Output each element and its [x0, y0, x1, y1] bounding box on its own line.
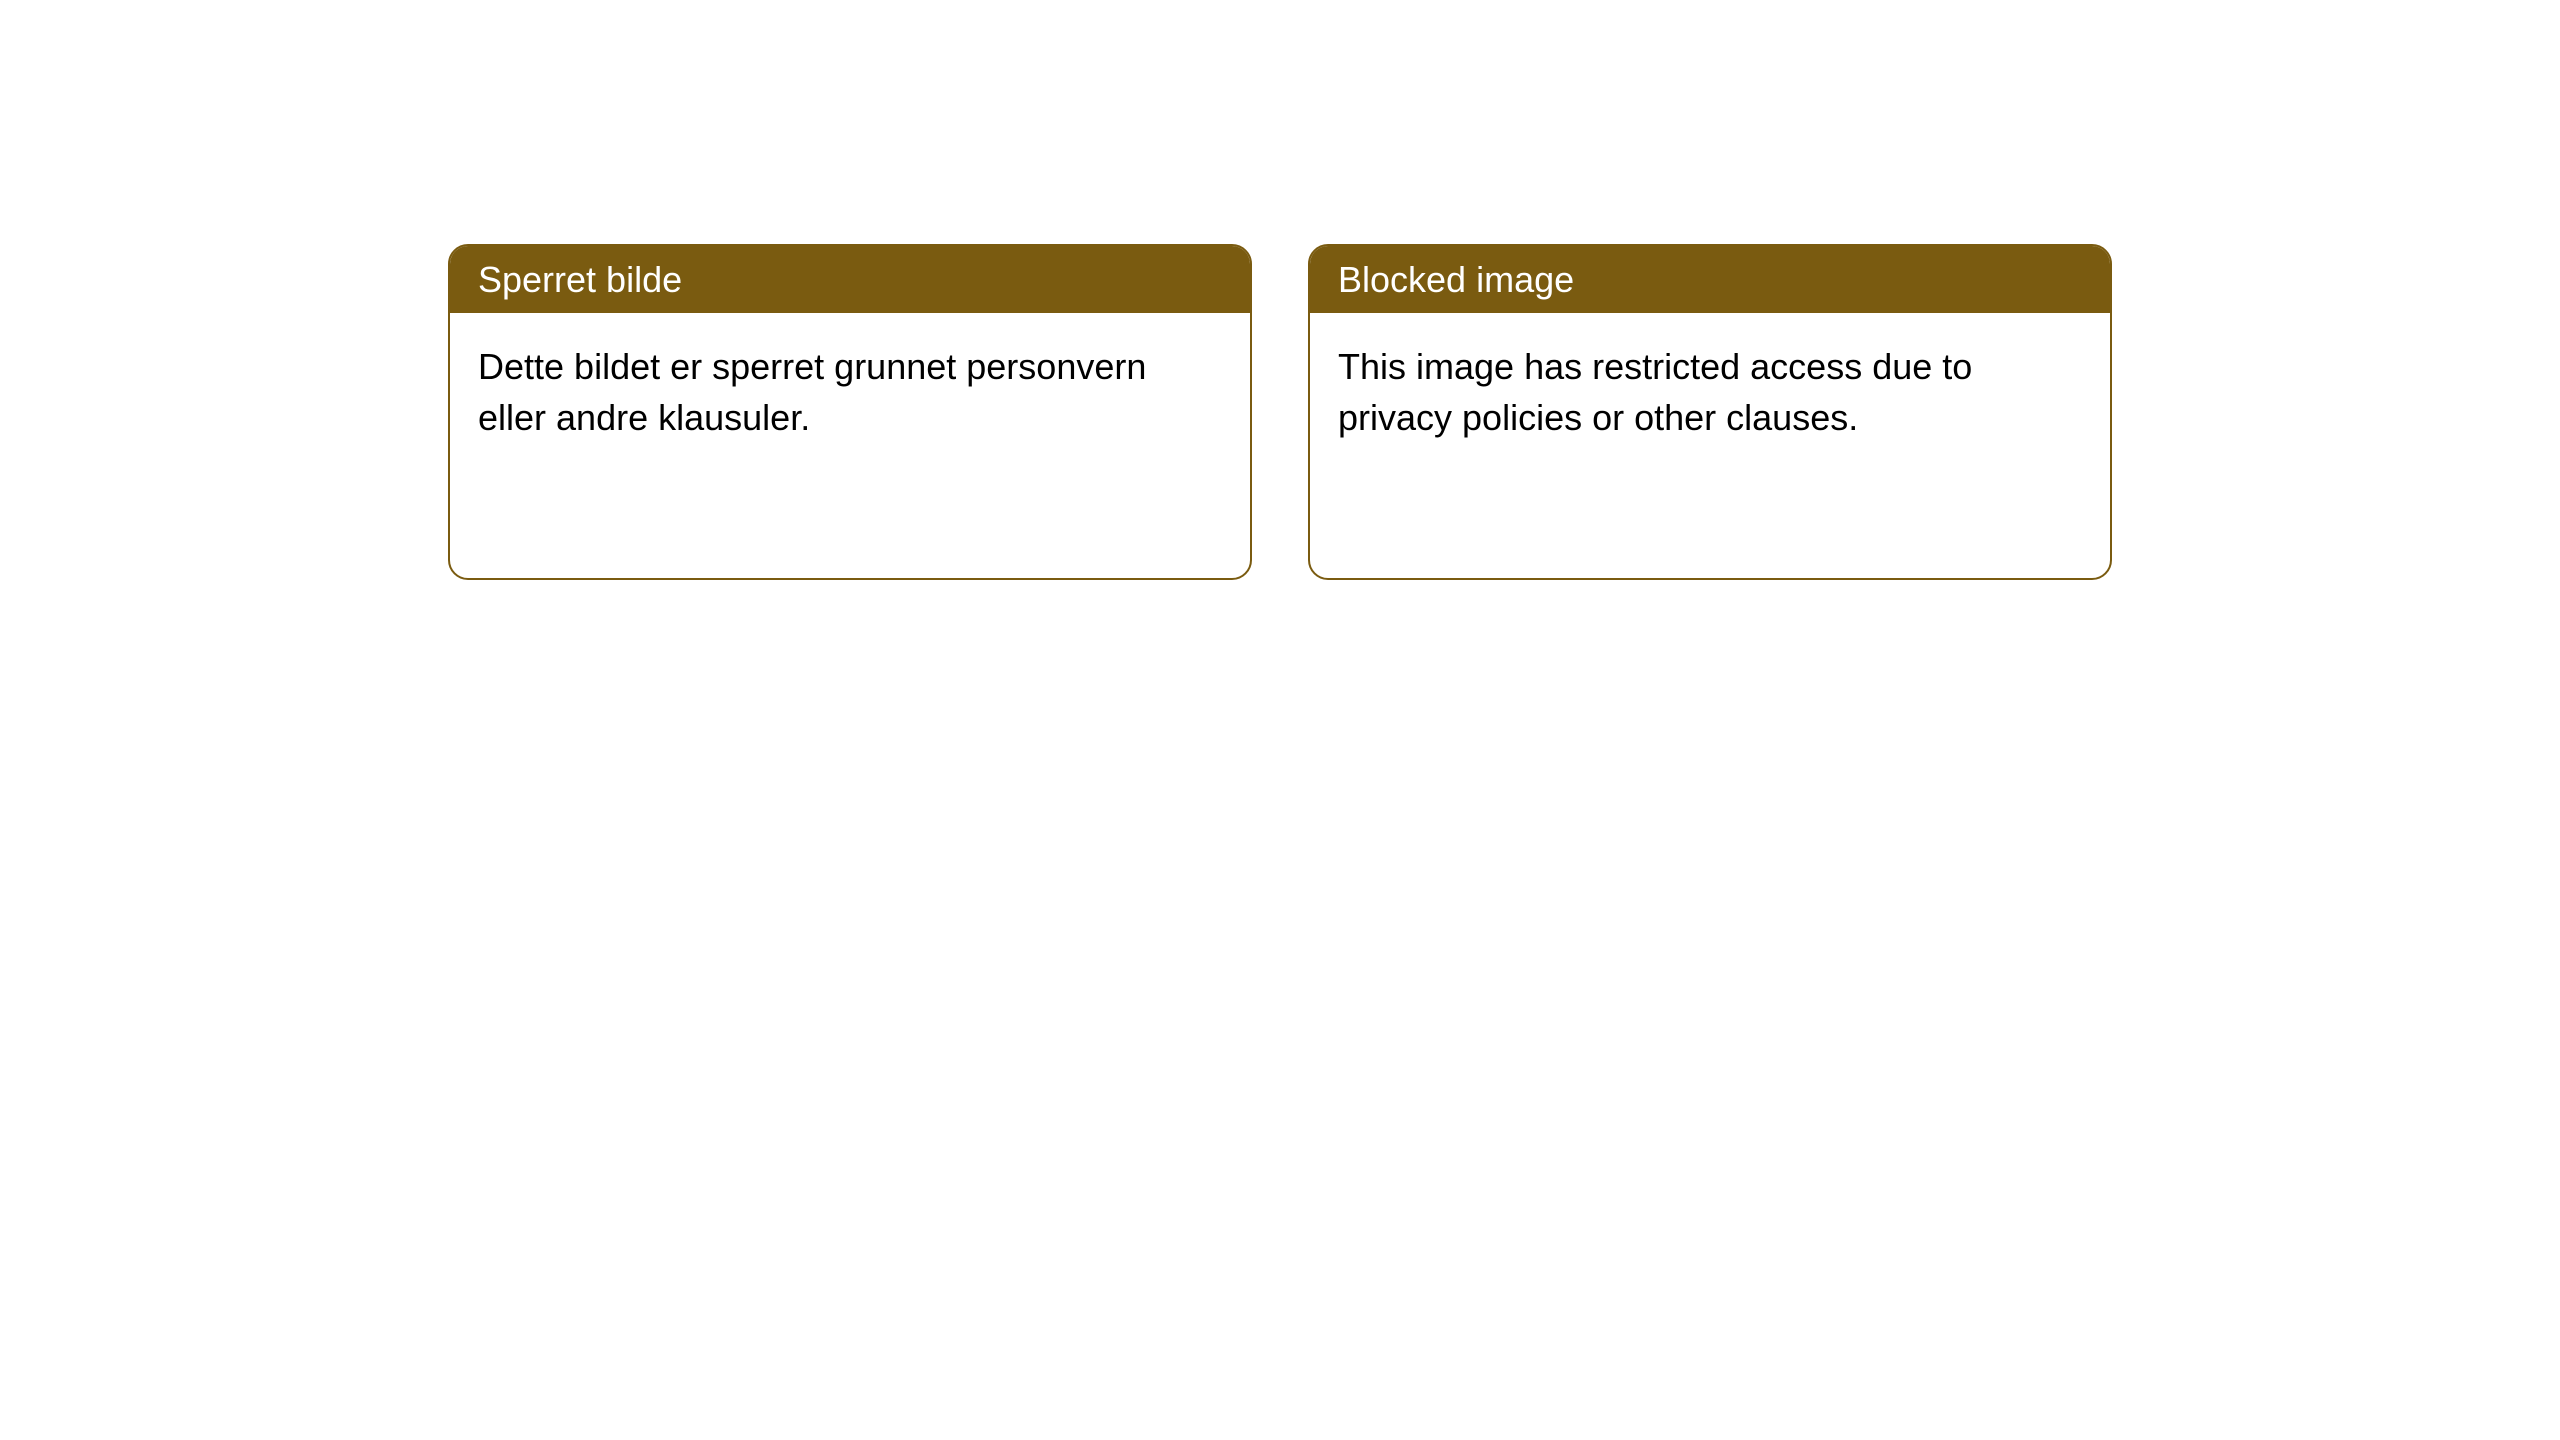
card-body-text: This image has restricted access due to … [1338, 346, 1972, 438]
notice-card-norwegian: Sperret bilde Dette bildet er sperret gr… [448, 244, 1252, 580]
card-title: Sperret bilde [478, 259, 682, 300]
card-header: Blocked image [1310, 246, 2110, 313]
notice-cards-container: Sperret bilde Dette bildet er sperret gr… [448, 244, 2112, 580]
card-title: Blocked image [1338, 259, 1574, 300]
card-body: Dette bildet er sperret grunnet personve… [450, 313, 1250, 471]
notice-card-english: Blocked image This image has restricted … [1308, 244, 2112, 580]
card-header: Sperret bilde [450, 246, 1250, 313]
card-body-text: Dette bildet er sperret grunnet personve… [478, 346, 1146, 438]
card-body: This image has restricted access due to … [1310, 313, 2110, 471]
